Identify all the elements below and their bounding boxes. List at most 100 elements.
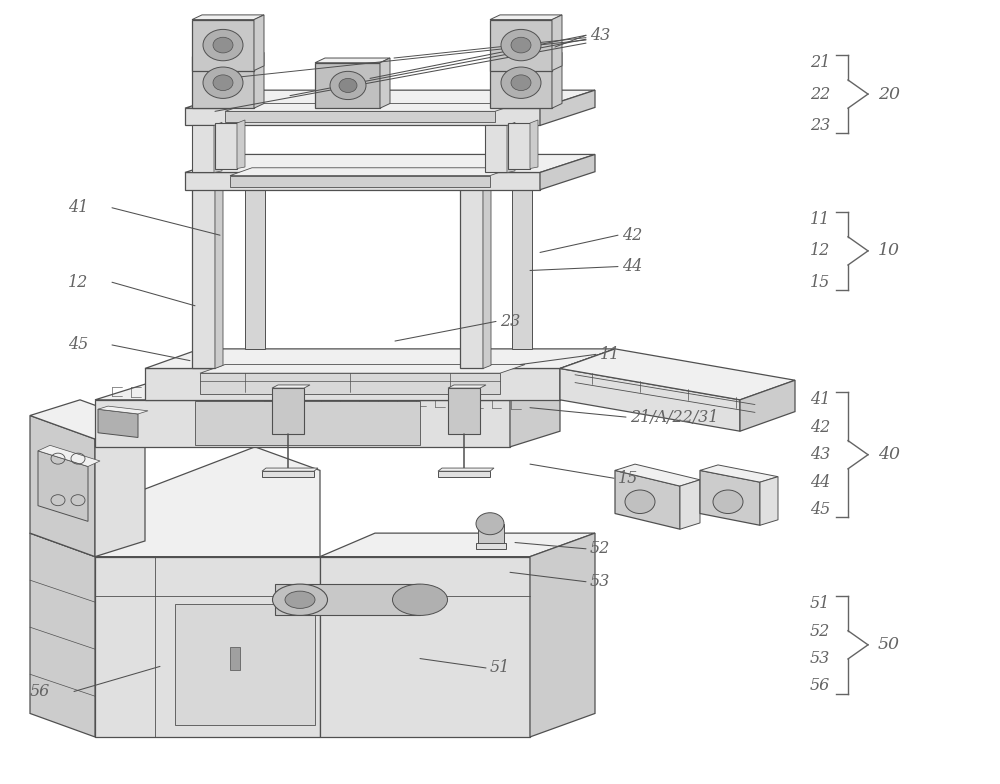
Text: 52: 52 (590, 540, 610, 557)
Text: 22: 22 (810, 85, 830, 103)
Polygon shape (448, 388, 480, 434)
Polygon shape (30, 400, 145, 439)
Polygon shape (615, 470, 680, 529)
Polygon shape (175, 604, 315, 725)
Polygon shape (476, 543, 506, 549)
Ellipse shape (392, 584, 448, 615)
Polygon shape (315, 58, 390, 63)
Text: 15: 15 (618, 470, 638, 487)
Polygon shape (552, 53, 562, 108)
Polygon shape (98, 406, 148, 414)
Polygon shape (254, 53, 264, 108)
Polygon shape (95, 400, 510, 447)
Polygon shape (185, 172, 540, 190)
Polygon shape (438, 471, 490, 477)
Text: 53: 53 (590, 573, 610, 590)
Circle shape (330, 71, 366, 100)
Polygon shape (192, 53, 264, 57)
Polygon shape (192, 20, 254, 71)
Polygon shape (225, 111, 495, 122)
Polygon shape (254, 15, 264, 71)
Polygon shape (200, 365, 525, 373)
Polygon shape (508, 123, 530, 169)
Circle shape (511, 38, 531, 53)
Text: 44: 44 (810, 474, 830, 491)
Polygon shape (530, 533, 595, 737)
Polygon shape (95, 384, 560, 400)
Circle shape (501, 30, 541, 61)
Polygon shape (192, 187, 215, 368)
Polygon shape (230, 168, 512, 176)
Text: 23: 23 (810, 117, 830, 134)
Text: 11: 11 (810, 211, 830, 228)
Text: 43: 43 (590, 27, 610, 44)
Text: 11: 11 (600, 346, 620, 363)
Circle shape (203, 67, 243, 98)
Polygon shape (438, 468, 494, 471)
Circle shape (511, 75, 531, 91)
Polygon shape (230, 176, 490, 187)
Text: 50: 50 (878, 636, 900, 653)
Text: 52: 52 (810, 622, 830, 640)
Polygon shape (560, 349, 615, 400)
Polygon shape (145, 368, 560, 400)
Text: 12: 12 (68, 274, 88, 291)
Polygon shape (315, 63, 380, 108)
Circle shape (203, 30, 243, 61)
Bar (230, 647, 240, 670)
Polygon shape (200, 373, 500, 394)
Polygon shape (185, 90, 595, 108)
Text: 21/A/22/31: 21/A/22/31 (630, 408, 718, 426)
Polygon shape (145, 349, 615, 368)
Text: 51: 51 (490, 659, 510, 677)
Polygon shape (460, 187, 483, 368)
Polygon shape (700, 465, 778, 482)
Polygon shape (485, 125, 507, 172)
Polygon shape (38, 445, 100, 466)
Polygon shape (540, 154, 595, 190)
Polygon shape (483, 183, 491, 368)
Polygon shape (275, 584, 420, 615)
Polygon shape (262, 468, 318, 471)
Polygon shape (98, 409, 138, 437)
Polygon shape (195, 401, 420, 445)
Polygon shape (215, 183, 223, 368)
Polygon shape (192, 57, 254, 108)
Text: 10: 10 (878, 242, 900, 260)
Text: 56: 56 (810, 677, 830, 695)
Polygon shape (507, 122, 515, 172)
Polygon shape (30, 447, 320, 557)
Text: 56: 56 (30, 683, 50, 700)
Circle shape (476, 513, 504, 535)
Polygon shape (490, 20, 552, 71)
Polygon shape (214, 122, 222, 172)
Text: 15: 15 (810, 274, 830, 291)
Circle shape (713, 490, 743, 514)
Ellipse shape (285, 591, 315, 608)
Text: 23: 23 (500, 313, 520, 330)
Circle shape (339, 78, 357, 93)
Text: 43: 43 (810, 446, 830, 463)
Circle shape (213, 75, 233, 91)
Polygon shape (700, 470, 760, 525)
Text: 45: 45 (68, 336, 88, 354)
Polygon shape (490, 53, 562, 57)
Polygon shape (185, 154, 595, 172)
Polygon shape (225, 103, 518, 111)
Polygon shape (760, 477, 778, 525)
Polygon shape (490, 57, 552, 108)
Polygon shape (272, 388, 304, 434)
Text: 53: 53 (810, 650, 830, 667)
Polygon shape (740, 380, 795, 431)
Polygon shape (30, 533, 95, 737)
Polygon shape (510, 384, 560, 447)
Polygon shape (262, 471, 314, 477)
Polygon shape (192, 183, 223, 187)
Text: 41: 41 (810, 391, 830, 408)
Polygon shape (185, 108, 540, 125)
Polygon shape (380, 58, 390, 108)
Text: 21: 21 (810, 54, 830, 71)
Text: 45: 45 (810, 501, 830, 518)
Polygon shape (448, 385, 486, 388)
Circle shape (625, 490, 655, 514)
